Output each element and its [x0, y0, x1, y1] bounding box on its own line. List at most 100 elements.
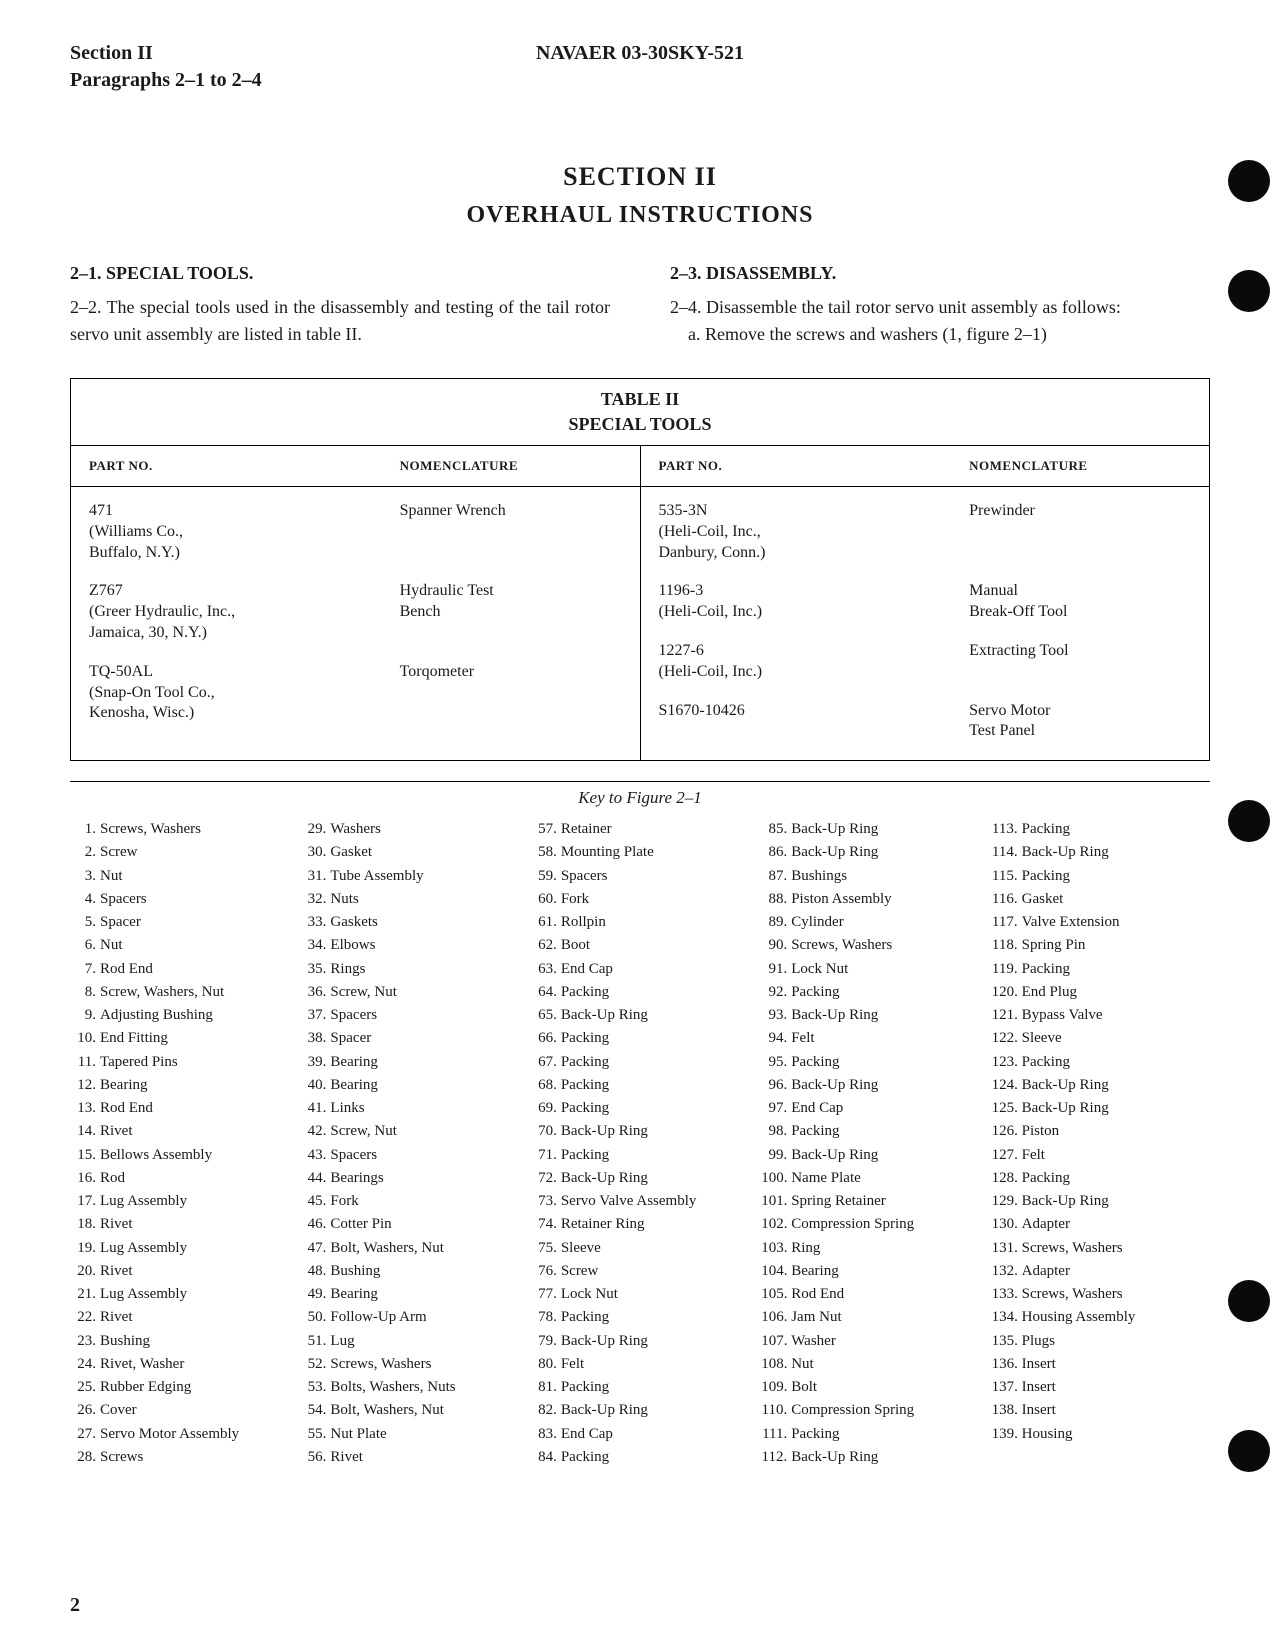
key-item-label: Lug Assembly	[100, 1237, 288, 1260]
key-item-number: 20.	[70, 1260, 100, 1283]
key-item: 40.Bearing	[300, 1074, 518, 1097]
key-item: 125.Back-Up Ring	[992, 1097, 1210, 1120]
key-item-number: 27.	[70, 1423, 100, 1446]
key-item-label: Packing	[561, 1144, 749, 1167]
key-item-number: 124.	[992, 1074, 1022, 1097]
key-item-label: Fork	[330, 1190, 518, 1213]
key-item: 91.Lock Nut	[761, 958, 979, 981]
key-item-label: Screws, Washers	[1022, 1283, 1210, 1306]
key-item-number: 12.	[70, 1074, 100, 1097]
key-item: 66.Packing	[531, 1027, 749, 1050]
table-ii: TABLE II SPECIAL TOOLS PART NO. NOMENCLA…	[70, 378, 1210, 761]
key-item-number: 93.	[761, 1004, 791, 1027]
key-item-label: Screw, Nut	[330, 981, 518, 1004]
key-item-label: Back-Up Ring	[791, 1144, 979, 1167]
key-item-number: 96.	[761, 1074, 791, 1097]
key-item-number: 110.	[761, 1399, 791, 1422]
key-item: 13.Rod End	[70, 1097, 288, 1120]
key-item-number: 101.	[761, 1190, 791, 1213]
key-item-number: 13.	[70, 1097, 100, 1120]
two-column-body: 2–1. SPECIAL TOOLS. 2–2. The special too…	[70, 263, 1210, 348]
key-item: 139.Housing	[992, 1423, 1210, 1446]
key-item-number: 86.	[761, 841, 791, 864]
key-item-label: Packing	[561, 981, 749, 1004]
table-subtitle: SPECIAL TOOLS	[71, 414, 1209, 446]
key-column: 57.Retainer58.Mounting Plate59.Spacers60…	[531, 818, 749, 1469]
key-item-label: Bolt, Washers, Nut	[330, 1237, 518, 1260]
key-item-number: 125.	[992, 1097, 1022, 1120]
key-item-number: 113.	[992, 818, 1022, 841]
key-item: 57.Retainer	[531, 818, 749, 841]
key-item: 124.Back-Up Ring	[992, 1074, 1210, 1097]
key-item: 22.Rivet	[70, 1306, 288, 1329]
key-item-number: 14.	[70, 1120, 100, 1143]
key-item-number: 136.	[992, 1353, 1022, 1376]
key-item-number: 75.	[531, 1237, 561, 1260]
key-item: 107.Washer	[761, 1330, 979, 1353]
key-column: 29.Washers30.Gasket31.Tube Assembly32.Nu…	[300, 818, 518, 1469]
key-item-label: Insert	[1022, 1353, 1210, 1376]
key-item-label: Spring Pin	[1022, 934, 1210, 957]
key-item: 68.Packing	[531, 1074, 749, 1097]
key-item: 74.Retainer Ring	[531, 1213, 749, 1236]
key-item-label: Screws, Washers	[791, 934, 979, 957]
key-item-number: 99.	[761, 1144, 791, 1167]
key-item: 56.Rivet	[300, 1446, 518, 1469]
key-item-label: Insert	[1022, 1376, 1210, 1399]
key-item-number: 123.	[992, 1051, 1022, 1074]
key-item-number: 63.	[531, 958, 561, 981]
key-item-label: Packing	[1022, 958, 1210, 981]
key-item-number: 42.	[300, 1120, 330, 1143]
td-part-no: 1196-3(Heli-Coil, Inc.)	[659, 581, 970, 623]
td-part-no: 471(Williams Co.,Buffalo, N.Y.)	[89, 501, 400, 563]
key-item-label: Packing	[1022, 1051, 1210, 1074]
para-heading-2-3: 2–3. DISASSEMBLY.	[670, 263, 1210, 284]
key-item-number: 30.	[300, 841, 330, 864]
key-item: 5.Spacer	[70, 911, 288, 934]
key-item-number: 3.	[70, 865, 100, 888]
page: Section II NAVAER 03-30SKY-521 Section I…	[0, 0, 1280, 1647]
key-item-number: 71.	[531, 1144, 561, 1167]
key-item: 50.Follow-Up Arm	[300, 1306, 518, 1329]
key-item-number: 134.	[992, 1306, 1022, 1329]
td-part-no: TQ-50AL(Snap-On Tool Co.,Kenosha, Wisc.)	[89, 662, 400, 724]
key-item-label: Spacers	[100, 888, 288, 911]
key-item: 23.Bushing	[70, 1330, 288, 1353]
key-item: 108.Nut	[761, 1353, 979, 1376]
key-item-label: Back-Up Ring	[561, 1399, 749, 1422]
key-item-label: Packing	[791, 981, 979, 1004]
key-item-number: 44.	[300, 1167, 330, 1190]
para-heading-2-1: 2–1. SPECIAL TOOLS.	[70, 263, 610, 284]
key-item: 98.Packing	[761, 1120, 979, 1143]
key-item-label: Bearing	[330, 1283, 518, 1306]
key-item: 38.Spacer	[300, 1027, 518, 1050]
key-item-label: Felt	[1022, 1144, 1210, 1167]
key-item: 31.Tube Assembly	[300, 865, 518, 888]
key-item-label: Sleeve	[561, 1237, 749, 1260]
key-item-label: Servo Motor Assembly	[100, 1423, 288, 1446]
key-item-label: Housing Assembly	[1022, 1306, 1210, 1329]
key-item: 53.Bolts, Washers, Nuts	[300, 1376, 518, 1399]
key-item-label: Felt	[561, 1353, 749, 1376]
key-item-label: Screw, Nut	[330, 1120, 518, 1143]
key-item-label: Rollpin	[561, 911, 749, 934]
key-item-label: Back-Up Ring	[791, 1446, 979, 1469]
para-2-4: 2–4. Disassemble the tail rotor servo un…	[670, 294, 1210, 321]
key-item-label: Elbows	[330, 934, 518, 957]
key-item: 99.Back-Up Ring	[761, 1144, 979, 1167]
key-item-label: Compression Spring	[791, 1399, 979, 1422]
key-item: 86.Back-Up Ring	[761, 841, 979, 864]
table-row: 1196-3(Heli-Coil, Inc.)ManualBreak-Off T…	[659, 581, 1192, 623]
td-part-no: 1227-6(Heli-Coil, Inc.)	[659, 641, 970, 683]
key-item-label: Back-Up Ring	[561, 1120, 749, 1143]
key-item-label: Back-Up Ring	[1022, 841, 1210, 864]
key-item-number: 119.	[992, 958, 1022, 981]
header-section: Section II	[70, 42, 153, 65]
key-item-label: Bushing	[330, 1260, 518, 1283]
key-item-label: End Cap	[561, 958, 749, 981]
key-item: 79.Back-Up Ring	[531, 1330, 749, 1353]
key-item-label: Packing	[1022, 818, 1210, 841]
key-item-number: 103.	[761, 1237, 791, 1260]
key-item-label: Lock Nut	[791, 958, 979, 981]
key-item-label: Valve Extension	[1022, 911, 1210, 934]
